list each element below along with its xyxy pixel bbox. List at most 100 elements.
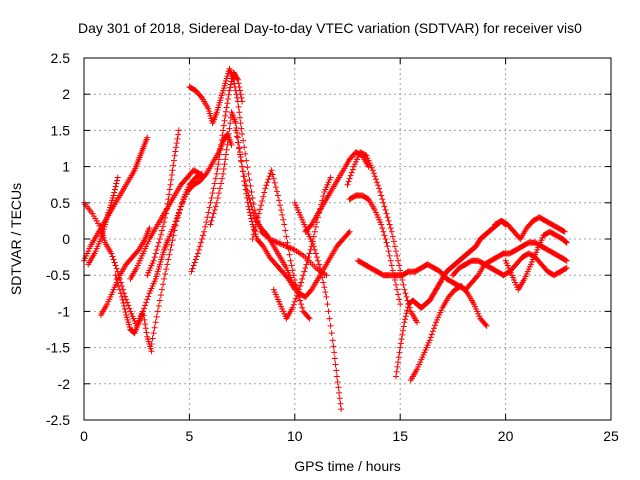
data-point	[303, 261, 310, 268]
data-point	[213, 199, 220, 206]
data-point	[226, 87, 233, 94]
data-point	[122, 293, 129, 300]
data-point	[152, 319, 159, 326]
data-point	[212, 203, 219, 210]
data-point	[234, 75, 241, 82]
data-point	[399, 331, 406, 338]
data-point	[401, 319, 408, 326]
data-point	[318, 269, 325, 276]
data-point	[386, 221, 393, 228]
data-point	[344, 181, 351, 188]
data-point	[217, 146, 224, 153]
data-point	[390, 238, 397, 245]
data-point	[163, 210, 170, 217]
data-point	[374, 179, 381, 186]
data-point	[301, 268, 308, 275]
data-point	[247, 199, 254, 206]
data-point	[240, 137, 247, 144]
data-point	[378, 192, 385, 199]
data-point	[402, 316, 409, 323]
data-point	[171, 227, 178, 234]
data-point	[239, 131, 246, 138]
data-point	[312, 223, 319, 230]
data-point	[236, 87, 243, 94]
series-sat-b	[81, 134, 151, 264]
data-point	[121, 305, 128, 312]
data-point	[246, 176, 253, 183]
data-point	[293, 292, 300, 299]
data-point	[313, 254, 320, 261]
data-point	[280, 216, 287, 223]
data-point	[152, 250, 159, 257]
data-point	[426, 337, 433, 344]
data-point	[276, 240, 283, 247]
data-point	[338, 406, 345, 413]
data-point	[225, 91, 232, 98]
data-point	[225, 136, 232, 143]
x-axis: 0 5 10 15 20 25	[80, 58, 619, 444]
series-sat-v	[449, 250, 570, 279]
data-point	[563, 257, 570, 264]
data-point	[325, 308, 332, 315]
data-point	[113, 265, 120, 272]
data-point	[306, 315, 313, 322]
data-point	[210, 185, 217, 192]
data-point	[463, 289, 470, 296]
data-point	[169, 167, 176, 174]
data-point	[191, 259, 198, 266]
data-point	[197, 93, 204, 100]
data-point	[400, 327, 407, 334]
data-point	[172, 222, 179, 229]
data-point	[240, 168, 247, 175]
data-point	[164, 201, 171, 208]
series-sat-e	[112, 272, 155, 355]
data-point	[157, 231, 164, 238]
data-point	[279, 211, 286, 218]
data-point	[370, 170, 377, 177]
data-point	[146, 225, 153, 232]
data-point	[122, 309, 129, 316]
data-point	[143, 299, 150, 306]
data-point	[215, 161, 222, 168]
data-point	[394, 363, 401, 370]
data-point	[190, 262, 197, 269]
data-point	[144, 134, 151, 141]
data-point	[336, 395, 343, 402]
data-point	[297, 297, 304, 304]
data-point	[223, 104, 230, 111]
data-point	[148, 348, 155, 355]
x-tick-label: 20	[498, 428, 514, 444]
data-point	[300, 272, 307, 279]
data-point	[294, 289, 301, 296]
data-point	[381, 232, 388, 239]
data-point	[275, 197, 282, 204]
data-point	[192, 256, 199, 263]
data-point	[326, 315, 333, 322]
data-point	[194, 250, 201, 257]
data-point	[259, 197, 266, 204]
data-point	[150, 330, 157, 337]
x-tick-label: 5	[186, 428, 194, 444]
data-point	[345, 178, 352, 185]
data-point	[142, 302, 149, 309]
data-point	[221, 161, 228, 168]
series-sat-c	[85, 174, 121, 268]
data-point	[111, 189, 118, 196]
y-tick-label: 0	[62, 231, 70, 247]
data-point	[314, 257, 321, 264]
data-point	[110, 256, 117, 263]
data-point	[372, 176, 379, 183]
data-point	[562, 257, 569, 264]
data-point	[562, 265, 569, 272]
data-point	[167, 246, 174, 253]
data-point	[220, 166, 227, 173]
data-point	[258, 202, 265, 209]
data-point	[236, 109, 243, 116]
x-tick-label: 0	[80, 428, 88, 444]
data-point	[277, 202, 284, 209]
data-point	[270, 175, 277, 182]
data-point	[171, 152, 178, 159]
data-point	[213, 170, 220, 177]
data-point	[397, 340, 404, 347]
data-point	[141, 305, 148, 312]
